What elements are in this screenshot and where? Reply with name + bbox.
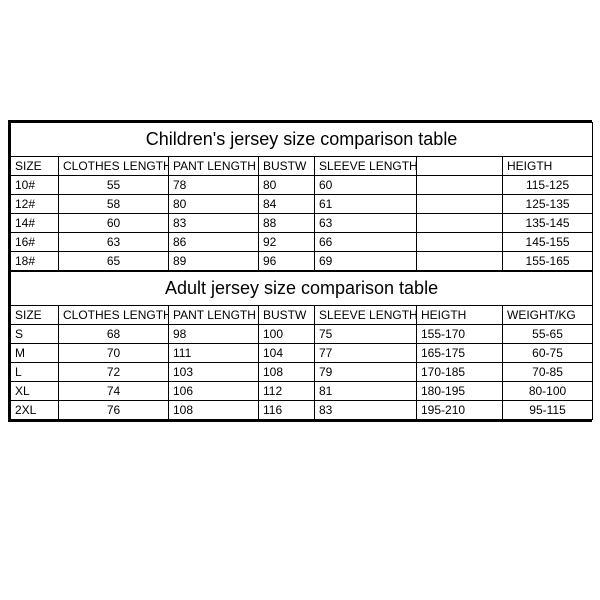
table-cell: 83 [315,401,417,420]
table-cell: 55 [59,176,169,195]
column-header: SIZE [11,306,59,325]
table-cell: 89 [169,252,259,271]
table-cell: 112 [259,382,315,401]
table-cell [417,252,503,271]
table-cell: 88 [259,214,315,233]
table-title: Children's jersey size comparison table [11,123,593,157]
table-cell: 80-100 [503,382,593,401]
children-size-table: Children's jersey size comparison tableS… [10,122,593,271]
column-header: CLOTHES LENGTH [59,157,169,176]
table-cell: 116 [259,401,315,420]
table-cell: 135-145 [503,214,593,233]
table-cell [417,195,503,214]
table-cell: 95-115 [503,401,593,420]
table-cell: 58 [59,195,169,214]
table-cell: 65 [59,252,169,271]
table-row: L7210310879170-18570-85 [11,363,593,382]
table-cell: 70-85 [503,363,593,382]
table-cell: 100 [259,325,315,344]
table-cell: 10# [11,176,59,195]
column-header [417,157,503,176]
table-cell: 111 [169,344,259,363]
table-cell: 14# [11,214,59,233]
table-row: 2XL7610811683195-21095-115 [11,401,593,420]
table-cell: L [11,363,59,382]
table-cell: 180-195 [417,382,503,401]
table-cell: 80 [259,176,315,195]
table-row: 10#55788060 115-125 [11,176,593,195]
table-cell: 108 [259,363,315,382]
adult-size-table: Adult jersey size comparison tableSIZECL… [10,271,593,420]
table-cell: 63 [59,233,169,252]
column-header: WEIGHT/KG [503,306,593,325]
table-cell [417,176,503,195]
table-cell: 170-185 [417,363,503,382]
table-row: 18#65899669 155-165 [11,252,593,271]
table-cell: 165-175 [417,344,503,363]
table-cell: 60 [315,176,417,195]
table-row: S689810075155-17055-65 [11,325,593,344]
table-cell: 63 [315,214,417,233]
table-row: 14#60838863 135-145 [11,214,593,233]
table-cell: 115-125 [503,176,593,195]
column-header: BUSTW [259,306,315,325]
table-cell: 104 [259,344,315,363]
table-row: XL7410611281180-19580-100 [11,382,593,401]
table-cell: 60-75 [503,344,593,363]
table-cell: 96 [259,252,315,271]
table-cell: 81 [315,382,417,401]
table-cell: 155-165 [503,252,593,271]
table-cell: 103 [169,363,259,382]
table-cell: 78 [169,176,259,195]
table-cell: 55-65 [503,325,593,344]
table-cell: 61 [315,195,417,214]
table-row: M7011110477165-17560-75 [11,344,593,363]
table-cell: 145-155 [503,233,593,252]
table-cell: 125-135 [503,195,593,214]
table-cell: 84 [259,195,315,214]
column-header: PANT LENGTH [169,157,259,176]
table-cell: 72 [59,363,169,382]
column-header: HEIGTH [417,306,503,325]
column-header: BUSTW [259,157,315,176]
table-cell: 79 [315,363,417,382]
table-cell: 106 [169,382,259,401]
table-cell: 108 [169,401,259,420]
table-cell: 92 [259,233,315,252]
table-cell: XL [11,382,59,401]
table-cell: 77 [315,344,417,363]
table-cell: 98 [169,325,259,344]
column-header: HEIGTH [503,157,593,176]
table-cell: 155-170 [417,325,503,344]
table-cell: 16# [11,233,59,252]
table-cell: 66 [315,233,417,252]
table-cell: S [11,325,59,344]
column-header: SLEEVE LENGTH [315,306,417,325]
table-title: Adult jersey size comparison table [11,272,593,306]
table-row: 16#63869266 145-155 [11,233,593,252]
table-cell: 76 [59,401,169,420]
table-cell: 12# [11,195,59,214]
size-chart-container: Children's jersey size comparison tableS… [8,120,592,422]
table-row: 12#58808461 125-135 [11,195,593,214]
table-cell: 60 [59,214,169,233]
table-cell: 69 [315,252,417,271]
column-header: SIZE [11,157,59,176]
table-cell: 18# [11,252,59,271]
column-header: SLEEVE LENGTH [315,157,417,176]
column-header: PANT LENGTH [169,306,259,325]
table-cell: 68 [59,325,169,344]
table-cell: 195-210 [417,401,503,420]
column-header: CLOTHES LENGTH [59,306,169,325]
table-cell [417,233,503,252]
table-cell: 80 [169,195,259,214]
table-cell: 2XL [11,401,59,420]
table-cell: 70 [59,344,169,363]
table-cell: 86 [169,233,259,252]
table-cell: 83 [169,214,259,233]
table-cell [417,214,503,233]
table-cell: 74 [59,382,169,401]
table-cell: M [11,344,59,363]
table-cell: 75 [315,325,417,344]
